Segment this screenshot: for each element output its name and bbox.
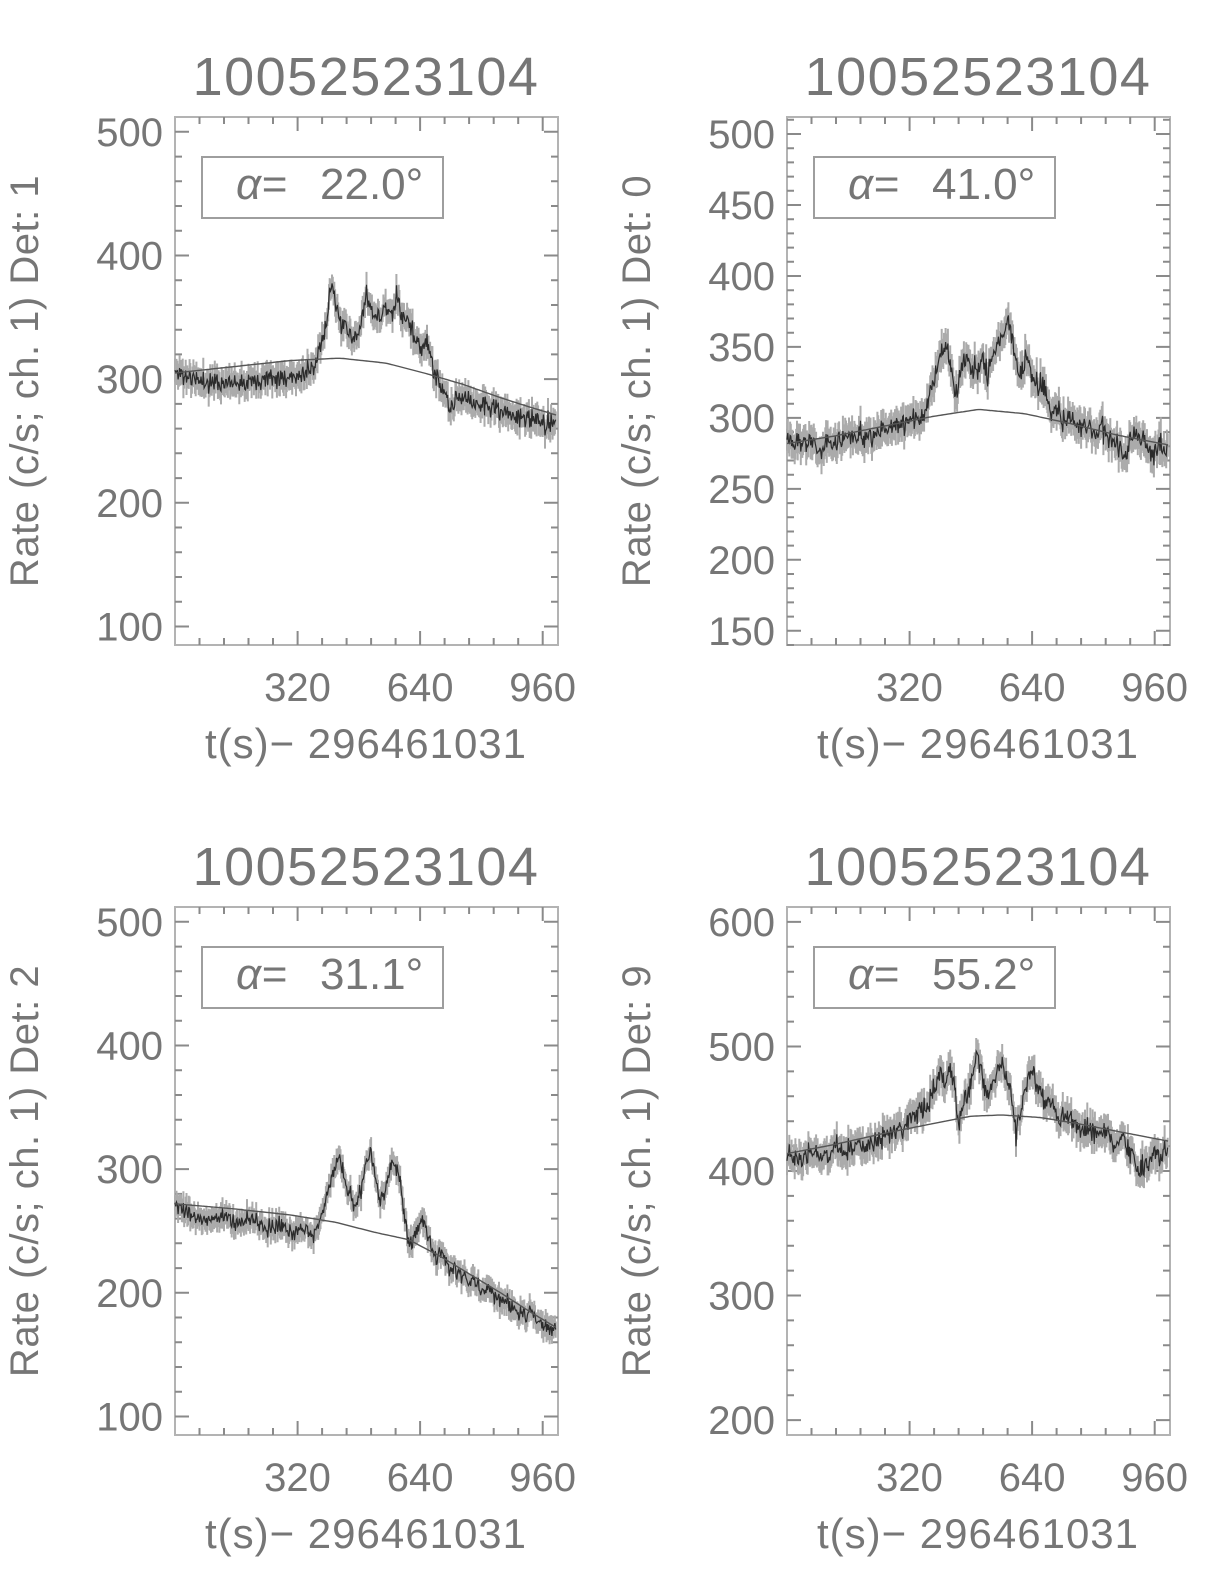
count-rate-series	[174, 283, 557, 436]
alpha-annotation-box	[813, 156, 1056, 219]
y-axis-label: Rate (c/s; ch. 1) Det: 1	[3, 175, 47, 587]
x-tick-label: 320	[876, 666, 943, 710]
x-tick-label: 320	[264, 1456, 331, 1500]
error-bars	[786, 1038, 1169, 1189]
y-tick-label: 450	[708, 184, 775, 228]
light-curve-panel-det-2: 10052523104 100 200 300 400 500 320 640 960 t(s)−…	[0, 790, 612, 1584]
y-tick-label: 500	[708, 113, 775, 157]
x-tick-label: 960	[1121, 1456, 1188, 1500]
x-axis-label: t(s)− 296461031	[817, 1510, 1139, 1557]
light-curve-panel-det-0: 10052523104 150 200 250 300 350 400 450 500 320 64…	[612, 0, 1224, 790]
y-tick-label: 500	[96, 901, 163, 945]
plot-title: 10052523104	[805, 47, 1152, 107]
y-axis-label: Rate (c/s; ch. 1) Det: 2	[3, 965, 47, 1377]
y-tick-label: 500	[96, 111, 163, 155]
alpha-symbol: α=	[848, 160, 899, 209]
plot-frame	[786, 116, 1171, 646]
y-tick-label: 400	[708, 255, 775, 299]
alpha-annotation-box	[813, 946, 1056, 1009]
x-axis-label: t(s)− 296461031	[205, 720, 527, 767]
alpha-symbol: α=	[236, 160, 287, 209]
y-tick-label: 600	[708, 901, 775, 945]
alpha-symbol: α=	[236, 950, 287, 999]
alpha-value: 41.0°	[932, 160, 1035, 209]
axis-ticks	[175, 117, 558, 645]
alpha-annotation: α= 22.0°	[236, 160, 423, 209]
y-tick-label: 300	[708, 397, 775, 441]
alpha-annotation: α= 55.2°	[848, 950, 1035, 999]
y-tick-label: 500	[708, 1025, 775, 1069]
plot-title: 10052523104	[193, 47, 540, 107]
count-rate-series	[786, 1048, 1169, 1178]
y-axis-label: Rate (c/s; ch. 1) Det: 9	[615, 965, 659, 1377]
x-tick-label: 320	[264, 666, 331, 710]
y-tick-label: 200	[708, 1399, 775, 1443]
y-tick-label: 300	[96, 358, 163, 402]
axis-ticks	[175, 907, 558, 1435]
x-axis-label: t(s)− 296461031	[817, 720, 1139, 767]
alpha-annotation: α= 31.1°	[236, 950, 423, 999]
alpha-value: 22.0°	[320, 160, 423, 209]
alpha-value: 55.2°	[932, 950, 1035, 999]
plot-canvas: 10052523104 200 300 400 500 600 320 640 960 t(s)−…	[615, 837, 1188, 1557]
light-curve-panel-det-9: 10052523104 200 300 400 500 600 320 640 960 t(s)−…	[612, 790, 1224, 1584]
y-tick-label: 100	[96, 605, 163, 649]
model-curve	[174, 357, 557, 416]
y-tick-label: 350	[708, 326, 775, 370]
y-tick-label: 200	[96, 1272, 163, 1316]
alpha-value: 31.1°	[320, 950, 423, 999]
alpha-annotation-box	[201, 946, 444, 1009]
y-tick-label: 100	[96, 1395, 163, 1439]
x-tick-label: 640	[387, 1456, 454, 1500]
x-tick-label: 960	[509, 666, 576, 710]
plot-canvas: 10052523104 100 200 300 400 500 320 640 960 t(s)−…	[3, 47, 576, 767]
x-axis-label: t(s)− 296461031	[205, 1510, 527, 1557]
count-rate-series	[786, 315, 1168, 466]
y-tick-label: 400	[96, 234, 163, 278]
x-tick-label: 640	[387, 666, 454, 710]
x-tick-label: 640	[999, 666, 1066, 710]
y-tick-label: 400	[96, 1024, 163, 1068]
y-tick-label: 200	[708, 539, 775, 583]
plot-title: 10052523104	[193, 837, 540, 897]
error-bars	[786, 302, 1169, 478]
error-bars	[174, 1137, 557, 1345]
plot-title: 10052523104	[805, 837, 1152, 897]
x-tick-label: 640	[999, 1456, 1066, 1500]
alpha-annotation: α= 41.0°	[848, 160, 1035, 209]
y-tick-label: 150	[708, 610, 775, 654]
light-curve-panel-det-1: 10052523104 100 200 300 400 500 320 640 960 t(s)−…	[0, 0, 612, 790]
x-tick-label: 960	[1121, 666, 1188, 710]
y-tick-label: 400	[708, 1150, 775, 1194]
y-tick-label: 300	[708, 1275, 775, 1319]
model-curve	[786, 1114, 1169, 1155]
axis-ticks	[787, 117, 1170, 646]
y-tick-label: 300	[96, 1148, 163, 1192]
count-rate-series	[174, 1146, 557, 1337]
alpha-annotation-box	[201, 156, 444, 219]
plot-canvas: 10052523104 150 200 250 300 350 400 450 500 320 64…	[615, 47, 1188, 767]
alpha-symbol: α=	[848, 950, 899, 999]
x-tick-label: 960	[509, 1456, 576, 1500]
y-tick-label: 250	[708, 468, 775, 512]
plot-frame	[174, 906, 559, 1436]
model-curve	[786, 408, 1169, 446]
y-tick-label: 200	[96, 482, 163, 526]
y-axis-label: Rate (c/s; ch. 1) Det: 0	[615, 175, 659, 587]
x-tick-label: 320	[876, 1456, 943, 1500]
model-curve	[174, 1203, 557, 1329]
plot-canvas: 10052523104 100 200 300 400 500 320 640 960 t(s)−…	[3, 837, 576, 1557]
